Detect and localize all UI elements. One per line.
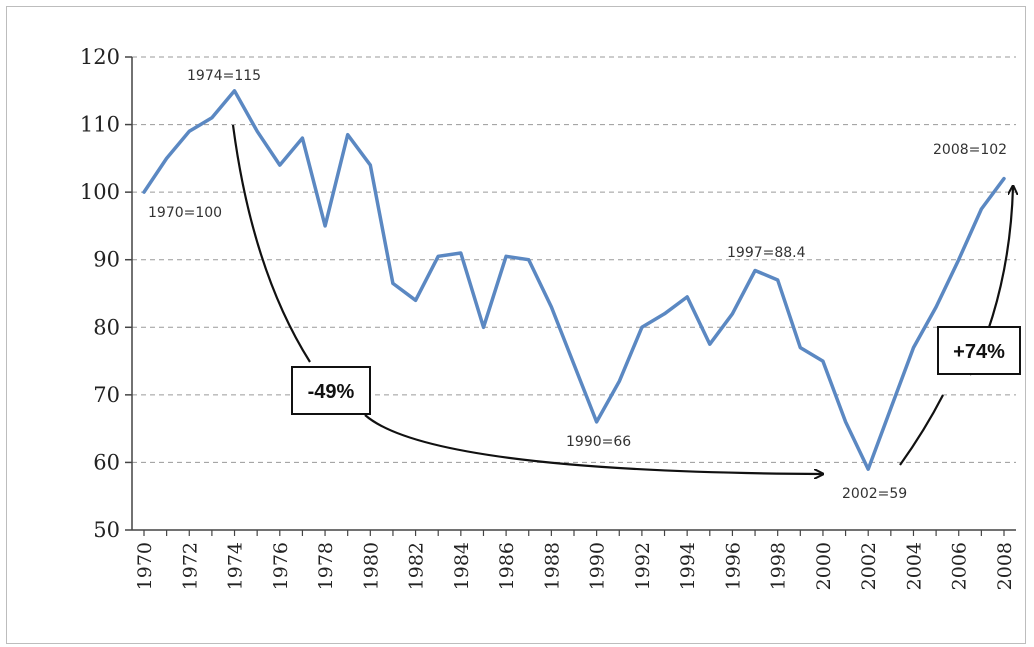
x-tick-label: 2008 (994, 542, 1016, 590)
y-tick-labels: 50 60 70 80 90 100 110 120 (80, 45, 120, 542)
rise-box (937, 326, 1021, 375)
rise-arrow-lower (899, 394, 944, 466)
x-tick-label: 2006 (949, 542, 971, 590)
rise-label: +74% (953, 341, 1005, 363)
x-tick-label: 1978 (315, 542, 337, 590)
annotation-1970: 1970=100 (148, 205, 222, 221)
y-tick-label: 90 (93, 248, 120, 272)
x-tick-label: 1972 (179, 542, 201, 590)
annotation-1990: 1990=66 (566, 434, 631, 450)
x-tick-labels: 1970 1972 1974 1976 1978 1980 1982 1984 1986 1988… (134, 542, 1016, 590)
axes (125, 56, 1016, 536)
x-tick-label: 1998 (768, 542, 790, 590)
drop-box (291, 366, 371, 415)
x-tick-label: 1974 (225, 542, 247, 590)
y-tick-label: 100 (80, 180, 120, 204)
x-tick-label: 2000 (813, 542, 835, 590)
x-tick-label: 2004 (903, 542, 925, 590)
y-tick-label: 120 (80, 45, 120, 69)
percent-boxes: -49% +74% (291, 326, 1021, 415)
drop-arrow-upper (231, 124, 311, 363)
x-tick-label: 1986 (496, 542, 518, 590)
chart-frame (6, 6, 1026, 644)
x-tick-label: 1982 (406, 542, 428, 590)
drop-label: -49% (308, 381, 355, 403)
y-tick-label: 50 (93, 518, 120, 542)
annotation-1974: 1974=115 (187, 68, 261, 84)
trend-arrows (231, 124, 1013, 474)
x-tick-label: 1980 (360, 542, 382, 590)
x-tick-label: 1992 (632, 542, 654, 590)
x-tick-label: 1984 (451, 542, 473, 590)
x-tick-label: 2002 (858, 542, 880, 590)
x-tick-label: 1994 (677, 542, 699, 590)
x-tick-label: 1988 (541, 542, 563, 590)
series-line (142, 89, 1006, 471)
annotations: 1974=115 1970=100 1990=66 1997=88.4 2002… (148, 68, 1007, 502)
gridlines (132, 56, 1016, 463)
annotation-2008: 2008=102 (933, 142, 1007, 158)
x-tick-label: 1996 (722, 542, 744, 590)
annotation-2002: 2002=59 (842, 486, 907, 502)
annotation-1997: 1997=88.4 (727, 245, 806, 261)
series-group (142, 89, 1006, 471)
x-tick-label: 1990 (587, 542, 609, 590)
drop-arrow-lower (364, 414, 822, 474)
y-tick-label: 80 (93, 315, 120, 339)
y-tick-label: 110 (80, 113, 120, 137)
y-tick-label: 60 (93, 450, 120, 474)
y-tick-label: 70 (93, 383, 120, 407)
x-tick-label: 1970 (134, 542, 156, 590)
x-tick-label: 1976 (270, 542, 292, 590)
